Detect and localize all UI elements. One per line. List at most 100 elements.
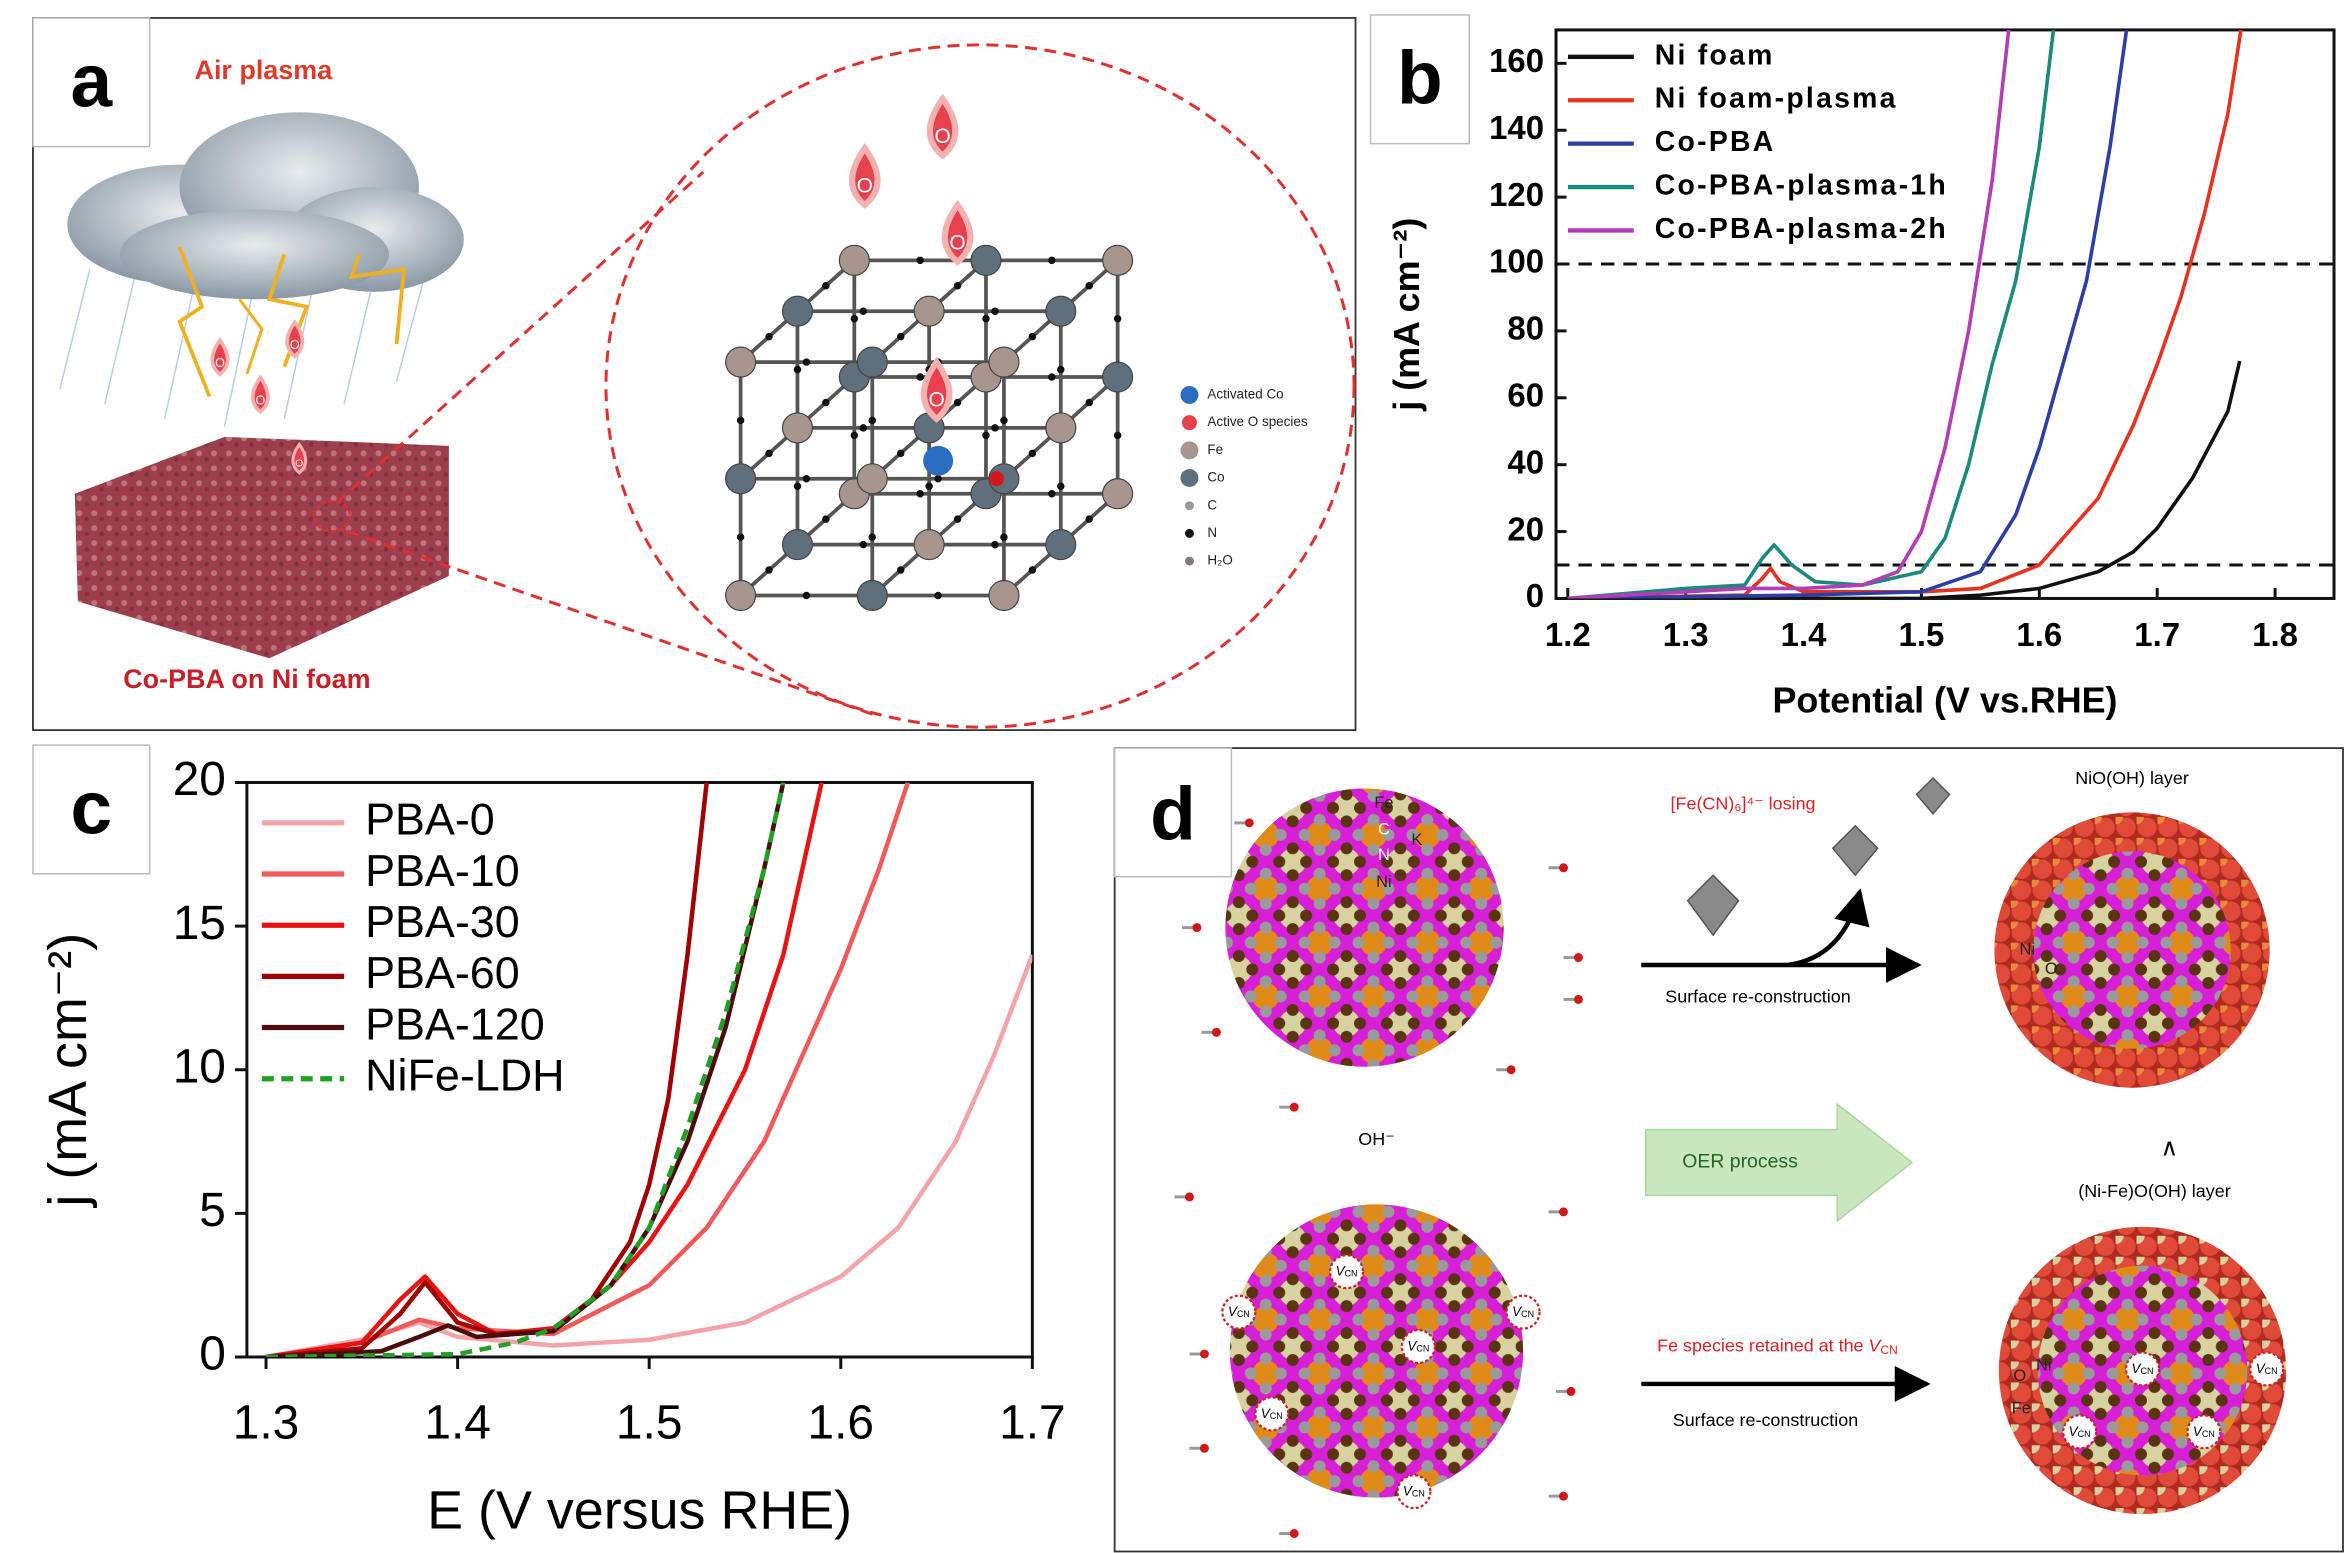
oxygen-drop [285, 319, 305, 359]
oh-o [1559, 1207, 1568, 1217]
y-tick-label: 20 [1507, 510, 1544, 547]
lattice-circle [2033, 851, 2231, 1049]
legend-label: Fe [1207, 442, 1223, 457]
y-tick-label: 20 [173, 753, 226, 806]
panel-label-box [32, 744, 151, 875]
oxygen-drop [849, 142, 881, 209]
atom [896, 566, 905, 574]
atom [802, 591, 811, 600]
legend-label: Ni foam-plasma [1655, 83, 1898, 115]
vacancy-symbol: V [1512, 1304, 1523, 1319]
vacancy-symbol: V [2132, 1361, 2143, 1376]
atom [736, 533, 745, 541]
vacancy-sub: CN [1345, 1269, 1358, 1279]
atom [859, 307, 868, 315]
series-line [1567, 360, 2242, 599]
oh-o [1566, 1386, 1576, 1396]
atom [916, 373, 924, 381]
atom [793, 482, 802, 490]
atom [1102, 478, 1134, 510]
atom [916, 256, 924, 265]
atom [822, 282, 830, 290]
vacancy-marker [2124, 1351, 2161, 1387]
atom [1028, 332, 1037, 341]
atom [1113, 314, 1122, 323]
atom [1045, 529, 1077, 561]
atom [1102, 361, 1134, 393]
x-tick-label: 1.8 [2252, 616, 2298, 653]
y-tick-label: 0 [199, 1328, 226, 1381]
ni-foam [74, 436, 449, 659]
layer-label: (Ni-Fe)O(OH) layer [2078, 1181, 2230, 1201]
y-tick-label: 40 [1507, 443, 1544, 480]
atom [953, 515, 962, 523]
zoom-line [335, 170, 705, 504]
vacancy-label: VCN [2132, 1361, 2154, 1377]
atom [1028, 449, 1037, 458]
atom-label: Fe [2012, 1400, 2031, 1418]
vacancy-symbol: V [2069, 1423, 2080, 1438]
vacancy-marker [1254, 1396, 1290, 1432]
cloud [59, 112, 464, 427]
oh-o [1199, 1349, 1209, 1359]
oh-o [1192, 923, 1202, 933]
atom-label: Fe [1374, 794, 1393, 812]
atom [793, 365, 802, 374]
atom-label: N [1378, 846, 1390, 864]
atom [1057, 365, 1065, 374]
panel-d: d Fe C N Ni K Ni O O Ni Fe [Fe(CN)₆]⁴⁻ l… [1113, 747, 2344, 1553]
oxygen-drop [921, 356, 953, 423]
arrow [1787, 888, 1870, 968]
atom [934, 591, 942, 600]
atom [859, 424, 868, 432]
vacancy-sub: CN [1521, 1309, 1534, 1319]
legend-marker [1184, 556, 1194, 566]
transition-symbol: ∧ [2161, 1134, 2179, 1161]
atom-label: Ni [2020, 940, 2036, 958]
panel-label: d [1150, 772, 1196, 856]
legend-marker [1180, 441, 1199, 460]
oh-o [1211, 1027, 1221, 1037]
legend-label: Co [1207, 470, 1224, 485]
y-axis-label: j (mA cm⁻²) [38, 933, 98, 1209]
oxygen [988, 471, 1004, 487]
vacancy-marker [1328, 1254, 1365, 1290]
vacancy-symbol: V [1228, 1304, 1239, 1319]
atom [925, 482, 933, 490]
panel-label-box [32, 17, 151, 148]
chart: 0 5 10 15 20 1.3 1.4 1.5 1.6 1.7 E (V versus RHE) j… [38, 753, 1066, 1540]
vacancy-symbol: V [1261, 1405, 1272, 1420]
vacancy-label: VCN [1228, 1304, 1250, 1320]
atom [822, 398, 830, 407]
oh-o [1184, 1192, 1194, 1202]
retained-text: Fe species retained at the [1657, 1335, 1868, 1355]
atom [1085, 515, 1093, 523]
atom [868, 533, 877, 541]
y-tick-label: 160 [1489, 42, 1544, 79]
vacancy-sub: CN [1880, 1343, 1897, 1357]
y-tick-label: 100 [1489, 243, 1544, 280]
atom [856, 346, 888, 378]
vacancy-marker [2062, 1414, 2098, 1450]
atom [991, 307, 999, 315]
atom [991, 540, 999, 549]
vacancy-sub: CN [1412, 1489, 1425, 1499]
legend: Activated Co Active O species Fe Co CN H₂O [1180, 386, 1308, 568]
legend-marker [1180, 469, 1199, 487]
vacancy-symbol: V [1336, 1263, 1347, 1278]
drop-label: O [295, 459, 303, 470]
atom [802, 358, 811, 366]
legend-label: Co-PBA-plasma-2h [1655, 213, 1948, 245]
legend-label: PBA-0 [365, 794, 495, 845]
atom [913, 529, 945, 561]
atom [896, 449, 905, 458]
layer-label: NiO(OH) layer [2075, 768, 2189, 788]
vacancy-sub: CN [1237, 1309, 1250, 1319]
x-axis-label: Potential (V vs.RHE) [1773, 681, 2118, 721]
atom [1113, 431, 1122, 440]
vacancy-sub: CN [2265, 1366, 2278, 1376]
atom [725, 463, 757, 495]
series-line [265, 782, 910, 1358]
atom [982, 431, 990, 440]
atom [781, 295, 814, 327]
